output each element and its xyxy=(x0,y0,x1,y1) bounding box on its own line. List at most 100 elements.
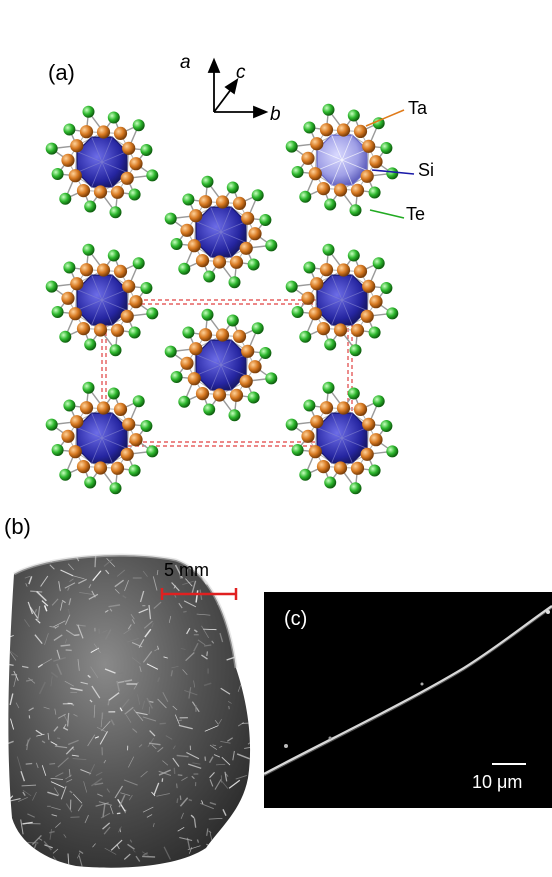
ta-atom xyxy=(369,433,383,447)
ta-atom xyxy=(195,254,210,268)
te-atom xyxy=(228,276,241,289)
ta-atom xyxy=(68,445,82,459)
te-atom xyxy=(59,468,72,481)
te-atom xyxy=(251,189,264,202)
te-atom xyxy=(349,204,362,217)
te-atom xyxy=(146,445,159,458)
te-atom xyxy=(226,314,239,327)
te-atom xyxy=(380,282,393,294)
ta-atom xyxy=(308,445,322,459)
ta-atom xyxy=(129,433,143,447)
ta-atom xyxy=(336,263,351,277)
ta-atom xyxy=(68,307,82,321)
te-atom xyxy=(132,395,145,408)
te-atom xyxy=(386,445,399,458)
te-atom xyxy=(82,381,95,394)
te-atom xyxy=(368,326,381,339)
ta-atom xyxy=(336,401,351,415)
te-atom xyxy=(45,418,58,431)
crystal-structure-diagram xyxy=(45,57,415,495)
ta-atom xyxy=(362,417,376,431)
ta-atom xyxy=(241,211,255,225)
ta-atom xyxy=(189,209,203,223)
ta6te12-cluster xyxy=(45,243,159,357)
te-atom xyxy=(128,464,141,477)
ta-atom xyxy=(319,401,334,415)
te-atom xyxy=(322,103,335,116)
nanowire xyxy=(264,605,552,776)
ta-atom xyxy=(310,277,324,291)
ta-atom xyxy=(70,139,84,153)
ta-atom xyxy=(79,401,94,415)
te-atom xyxy=(347,249,360,262)
te-atom xyxy=(349,344,362,357)
ta-atom xyxy=(113,264,128,278)
ta-atom xyxy=(310,137,324,151)
scale-bar-5mm-label: 5 mm xyxy=(164,560,209,580)
te-atom xyxy=(178,262,191,275)
te-atom xyxy=(51,168,64,180)
ta-atom xyxy=(68,169,82,183)
te-atom xyxy=(201,175,214,188)
te-atom xyxy=(349,482,362,495)
ta-atom xyxy=(79,125,94,139)
ta-atom xyxy=(301,429,315,443)
ta-atom xyxy=(336,123,351,137)
ta6te12-cluster xyxy=(164,175,278,289)
te-atom xyxy=(132,119,145,132)
axis-c-label: c xyxy=(236,62,246,83)
sem-image xyxy=(264,592,552,808)
te-atom xyxy=(140,144,153,156)
ta-atom xyxy=(239,374,253,388)
ta-atom xyxy=(113,402,128,416)
te-atom xyxy=(285,280,298,293)
te-pointer-line xyxy=(369,209,405,219)
te-atom xyxy=(380,420,393,432)
te-atom xyxy=(109,344,122,357)
axis-arrows xyxy=(207,57,269,119)
te-atom xyxy=(59,192,72,205)
ta6te12-cluster xyxy=(285,103,399,217)
ta-atom xyxy=(76,184,91,198)
ta6te12-cluster xyxy=(45,381,159,495)
te-atom xyxy=(299,330,312,343)
panel-b-label: (b) xyxy=(4,514,31,539)
ta-atom xyxy=(319,263,334,277)
ta-atom xyxy=(360,447,374,461)
cluster-group xyxy=(45,103,399,495)
te-atom xyxy=(178,395,191,408)
te-atom xyxy=(303,121,316,134)
ta-atom xyxy=(301,291,315,305)
te-atom xyxy=(45,142,58,155)
atom-label-te: Te xyxy=(406,204,426,224)
te-atom xyxy=(247,258,260,271)
te-atom xyxy=(324,476,337,489)
te-atom xyxy=(63,399,76,412)
te-atom xyxy=(128,326,141,339)
ta-atom xyxy=(61,429,75,443)
te-atom xyxy=(63,261,76,274)
crystal-photo xyxy=(8,553,251,868)
te-atom xyxy=(45,280,58,293)
ta-pointer-line xyxy=(365,109,405,127)
ta-atom xyxy=(316,460,331,474)
te-atom xyxy=(128,188,141,201)
te-atom xyxy=(285,418,298,431)
te-atom xyxy=(107,111,120,124)
te-atom xyxy=(322,243,335,256)
ta6te12-cluster xyxy=(164,308,278,422)
ta-atom xyxy=(180,223,194,237)
te-atom xyxy=(291,166,304,178)
ta-atom xyxy=(353,124,368,138)
te-atom xyxy=(84,338,97,351)
te-atom xyxy=(386,307,399,320)
ta-atom xyxy=(310,415,324,429)
te-atom xyxy=(226,181,239,194)
ta-atom xyxy=(301,151,315,165)
ta-atom xyxy=(248,227,262,241)
te-atom xyxy=(259,214,272,226)
te-atom xyxy=(182,193,195,206)
atom-label-si: Si xyxy=(418,160,435,180)
te-atom xyxy=(347,387,360,400)
ta-atom xyxy=(333,323,348,337)
